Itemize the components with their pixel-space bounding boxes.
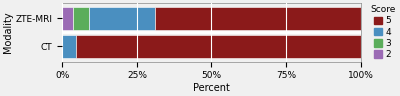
Legend: 5, 4, 3, 2: 5, 4, 3, 2 <box>368 3 397 61</box>
Bar <box>62 7 73 30</box>
Bar <box>155 7 361 30</box>
Y-axis label: Modality: Modality <box>3 11 13 53</box>
Bar <box>76 35 361 58</box>
Bar <box>89 7 155 30</box>
Bar <box>62 35 76 58</box>
X-axis label: Percent: Percent <box>193 83 230 93</box>
Bar <box>73 7 89 30</box>
